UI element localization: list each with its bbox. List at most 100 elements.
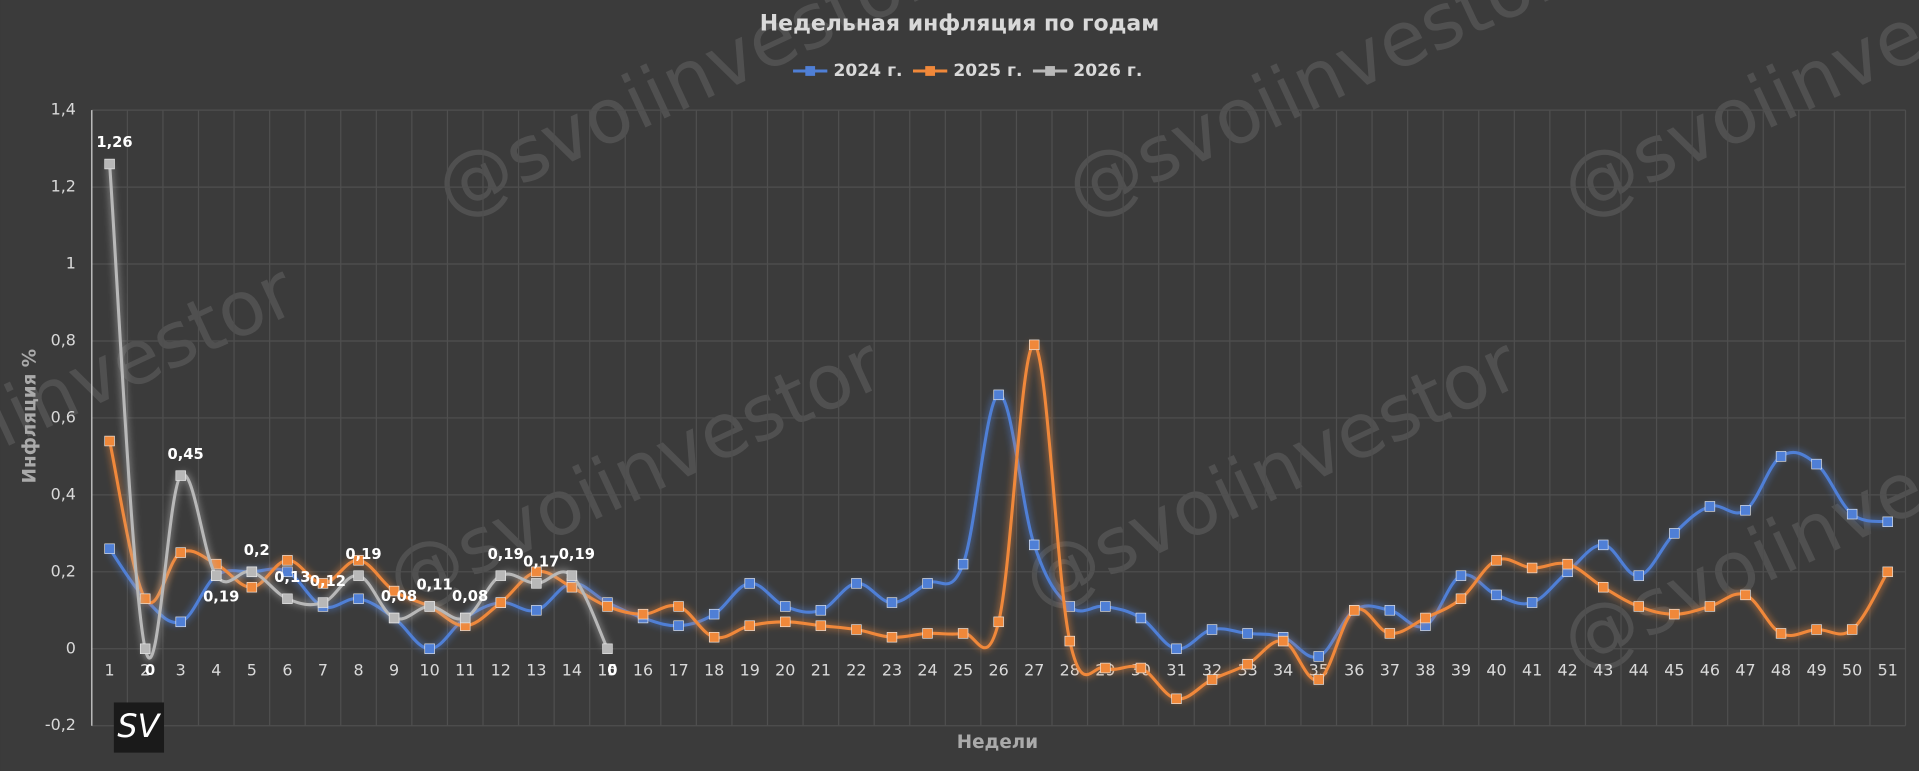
point: [744, 620, 755, 631]
point: [1491, 555, 1502, 566]
x-tick-label: 12: [491, 660, 511, 679]
point: [1633, 601, 1644, 612]
point: [1526, 562, 1538, 574]
data-label: 0,19: [488, 546, 524, 563]
data-label: 0,13: [274, 569, 310, 586]
point: [246, 582, 258, 593]
data-label: 0,19: [345, 546, 381, 563]
series-line: [108, 163, 609, 660]
point: [1598, 539, 1609, 551]
point: [211, 570, 222, 581]
point: [104, 435, 115, 447]
point: [104, 158, 115, 170]
x-tick-label: 10: [420, 660, 440, 679]
data-label: 0: [607, 662, 617, 679]
x-tick-label: 31: [1166, 660, 1186, 679]
chart-title: Недельная инфляция по годам: [760, 11, 1160, 36]
point: [957, 628, 969, 639]
point: [886, 632, 898, 643]
point: [424, 643, 435, 654]
legend-marker: [805, 66, 816, 76]
point: [602, 601, 613, 612]
y-tick-label: 0,2: [51, 561, 76, 580]
y-tick-label: 1,2: [51, 177, 76, 196]
x-tick-label: 37: [1380, 660, 1400, 679]
point: [1491, 589, 1502, 601]
point: [886, 597, 898, 608]
data-label: 0,45: [168, 446, 204, 463]
point: [1775, 451, 1787, 462]
point: [531, 578, 542, 589]
point: [1313, 651, 1324, 662]
point: [1349, 605, 1360, 616]
x-tick-label: 16: [633, 660, 653, 679]
legend-label: 2024 г.: [833, 61, 902, 81]
point: [139, 593, 151, 604]
point: [1064, 635, 1075, 647]
point: [1029, 539, 1040, 551]
data-label: 0,11: [416, 577, 452, 594]
x-tick-label: 7: [318, 660, 328, 679]
point: [1704, 501, 1716, 512]
point: [1420, 612, 1431, 624]
point: [104, 543, 115, 554]
x-tick-label: 39: [1451, 660, 1471, 679]
point: [637, 608, 649, 620]
point: [1242, 628, 1253, 639]
x-tick-label: 27: [1024, 660, 1044, 679]
point: [388, 612, 400, 624]
point: [1277, 635, 1289, 647]
point: [353, 555, 364, 566]
x-tick-label: 22: [846, 660, 866, 679]
point: [1669, 528, 1680, 539]
point: [495, 597, 506, 608]
x-tick-label: 28: [1060, 660, 1080, 679]
point: [993, 389, 1004, 401]
point: [1562, 558, 1573, 570]
data-label: 0,08: [452, 588, 488, 605]
point: [1740, 505, 1751, 516]
point: [815, 605, 827, 616]
point: [602, 643, 613, 654]
logo-box: [113, 702, 165, 753]
data-label: 0,12: [310, 573, 346, 590]
point: [139, 643, 151, 654]
x-tick-label: 3: [176, 660, 186, 679]
point: [1135, 662, 1147, 674]
point: [1135, 612, 1147, 624]
point: [175, 547, 186, 558]
point: [1313, 674, 1324, 685]
point: [424, 601, 435, 612]
y-tick-label: 0,4: [51, 484, 76, 503]
point: [282, 555, 293, 566]
point: [993, 616, 1004, 628]
x-tick-label: 8: [353, 660, 363, 679]
x-tick-label: 50: [1842, 660, 1862, 679]
point: [851, 578, 862, 589]
x-tick-label: 9: [389, 660, 399, 679]
point: [1029, 339, 1040, 351]
point: [1384, 605, 1396, 616]
point: [246, 566, 258, 578]
x-tick-label: 48: [1771, 660, 1791, 679]
data-label: 0,19: [559, 546, 595, 563]
point: [1455, 593, 1467, 604]
logo: SV: [117, 707, 161, 745]
x-tick-label: 46: [1700, 660, 1720, 679]
point: [922, 578, 933, 589]
x-tick-label: 49: [1806, 660, 1826, 679]
x-tick-label: 17: [668, 660, 688, 679]
point: [1171, 693, 1182, 704]
point: [566, 570, 578, 581]
point: [353, 593, 364, 604]
point: [1598, 582, 1609, 593]
x-tick-label: 6: [282, 660, 292, 679]
point: [1455, 570, 1467, 581]
x-tick-label: 41: [1522, 660, 1542, 679]
point: [673, 601, 684, 612]
point: [744, 578, 755, 589]
x-tick-label: 19: [740, 660, 760, 679]
y-tick-label: -0,2: [45, 715, 76, 734]
point: [317, 597, 329, 608]
x-tick-label: 21: [811, 660, 831, 679]
